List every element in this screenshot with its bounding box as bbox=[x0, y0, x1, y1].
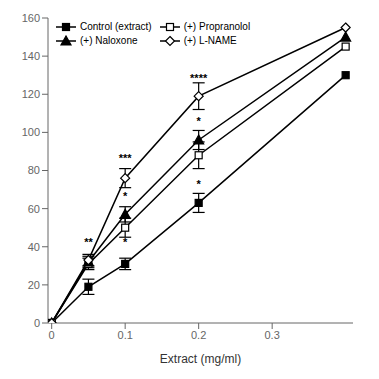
svg-text:***: *** bbox=[119, 152, 133, 164]
svg-text:0: 0 bbox=[34, 317, 40, 329]
svg-text:*: * bbox=[197, 115, 202, 127]
svg-text:40: 40 bbox=[28, 241, 40, 253]
svg-text:60: 60 bbox=[28, 203, 40, 215]
svg-text:*: * bbox=[197, 178, 202, 190]
html-text:(+) L-NAME: (+) L-NAME bbox=[183, 35, 237, 46]
svg-text:0.2: 0.2 bbox=[191, 329, 206, 341]
svg-text:160: 160 bbox=[22, 12, 40, 24]
svg-text:*: * bbox=[123, 236, 128, 248]
svg-text:0.1: 0.1 bbox=[118, 329, 133, 341]
html-text:Control (extract): Control (extract) bbox=[80, 21, 152, 32]
html-text:(+) Naloxone: (+) Naloxone bbox=[80, 35, 138, 46]
svg-text:**: ** bbox=[84, 236, 93, 248]
svg-text:140: 140 bbox=[22, 50, 40, 62]
svg-text:*: * bbox=[123, 190, 128, 202]
html-text:(+) Propranolol: (+) Propranolol bbox=[183, 21, 251, 32]
svg-text:20: 20 bbox=[28, 279, 40, 291]
svg-text:0: 0 bbox=[49, 329, 55, 341]
svg-text:80: 80 bbox=[28, 164, 40, 176]
svg-text:100: 100 bbox=[22, 126, 40, 138]
svg-text:120: 120 bbox=[22, 88, 40, 100]
svg-text:0.3: 0.3 bbox=[265, 329, 280, 341]
svg-text:****: **** bbox=[190, 72, 208, 84]
svg-text:Extract (mg/ml): Extract (mg/ml) bbox=[160, 352, 241, 366]
